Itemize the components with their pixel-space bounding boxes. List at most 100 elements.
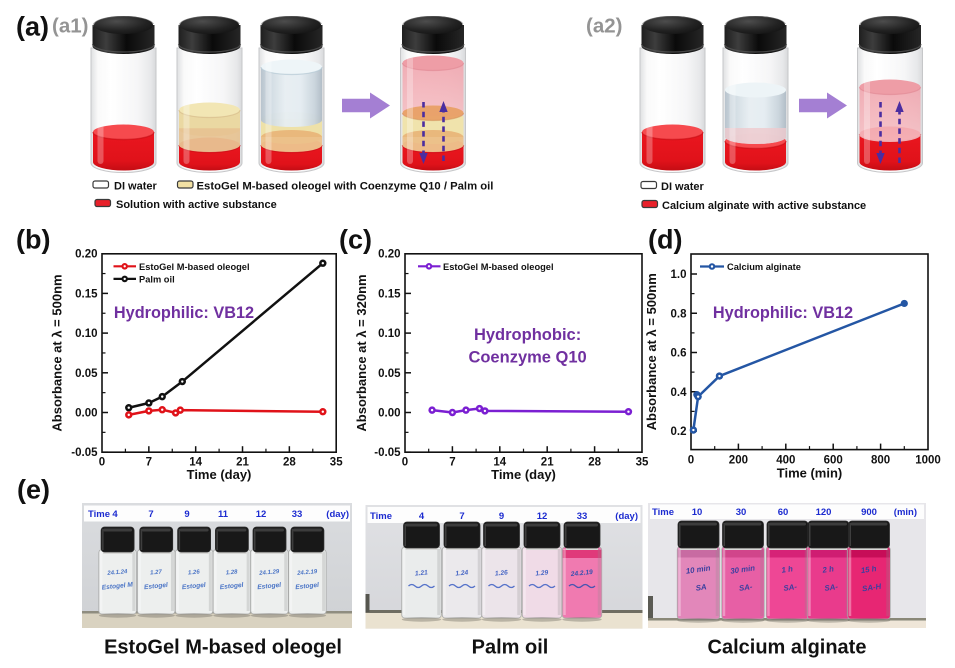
svg-text:60: 60	[778, 507, 789, 518]
svg-text:Calcium alginate with active s: Calcium alginate with active substance	[662, 200, 866, 212]
svg-text:Time (min): Time (min)	[777, 466, 843, 481]
svg-text:4: 4	[112, 509, 118, 520]
svg-text:0: 0	[688, 455, 694, 467]
svg-text:Estogel: Estogel	[182, 582, 207, 591]
svg-text:400: 400	[776, 455, 795, 467]
svg-text:120: 120	[816, 507, 832, 518]
svg-text:Absorbance at λ = 500nm: Absorbance at λ = 500nm	[50, 274, 65, 431]
svg-text:0.05: 0.05	[378, 368, 401, 380]
svg-text:EstoGel M-based oleogel with C: EstoGel M-based oleogel with Coenzyme Q1…	[197, 180, 494, 192]
svg-text:1.21: 1.21	[415, 569, 429, 577]
svg-text:7: 7	[459, 511, 464, 522]
svg-text:Calcium alginate: Calcium alginate	[727, 262, 801, 272]
svg-text:EstoGel M-based oleogel: EstoGel M-based oleogel	[139, 262, 250, 272]
svg-text:0.4: 0.4	[671, 387, 688, 399]
svg-text:DI water: DI water	[114, 180, 158, 192]
svg-text:0.10: 0.10	[75, 328, 97, 340]
svg-text:Solution with active substance: Solution with active substance	[116, 199, 277, 211]
svg-text:0: 0	[402, 457, 408, 469]
svg-text:7: 7	[449, 457, 455, 469]
svg-text:1.26: 1.26	[188, 569, 201, 576]
svg-text:Coenzyme Q10: Coenzyme Q10	[468, 348, 586, 366]
svg-text:30 min: 30 min	[730, 563, 756, 575]
svg-text:(d): (d)	[648, 225, 682, 255]
svg-text:10 min: 10 min	[685, 563, 711, 575]
svg-text:(c): (c)	[339, 225, 372, 255]
svg-text:4: 4	[419, 511, 425, 522]
svg-text:EstoGel M-based oleogel: EstoGel M-based oleogel	[104, 637, 342, 659]
svg-text:2 h: 2 h	[821, 564, 835, 575]
svg-text:EstoGel M-based oleogel: EstoGel M-based oleogel	[443, 262, 554, 272]
svg-text:-0.05: -0.05	[374, 447, 401, 459]
svg-text:0.20: 0.20	[378, 249, 400, 261]
svg-text:12: 12	[256, 509, 267, 520]
svg-text:0.2: 0.2	[671, 426, 687, 438]
svg-text:35: 35	[636, 457, 649, 469]
svg-text:24.2.19: 24.2.19	[296, 569, 318, 577]
svg-text:900: 900	[861, 507, 877, 518]
svg-text:28: 28	[588, 457, 601, 469]
svg-text:21: 21	[236, 457, 249, 469]
svg-text:Calcium alginate: Calcium alginate	[708, 637, 867, 659]
svg-text:Time: Time	[88, 509, 110, 520]
svg-text:1 h: 1 h	[781, 564, 794, 575]
svg-text:14: 14	[189, 457, 202, 469]
svg-text:11: 11	[218, 509, 229, 520]
svg-text:0.00: 0.00	[75, 408, 97, 420]
svg-text:Time (day): Time (day)	[187, 467, 252, 482]
svg-text:0.10: 0.10	[378, 328, 400, 340]
svg-text:35: 35	[330, 457, 343, 469]
svg-text:SA-: SA-	[738, 582, 753, 593]
svg-text:15 h: 15 h	[860, 564, 877, 575]
svg-text:Hydrophilic: VB12: Hydrophilic: VB12	[713, 304, 853, 322]
svg-text:12: 12	[537, 511, 548, 522]
svg-text:Time: Time	[370, 511, 392, 522]
svg-text:Estogel M: Estogel M	[101, 581, 133, 591]
svg-text:(min): (min)	[894, 507, 917, 518]
svg-text:9: 9	[184, 509, 189, 520]
svg-text:0.05: 0.05	[75, 368, 98, 380]
svg-text:Estogel: Estogel	[144, 582, 169, 591]
svg-text:0.6: 0.6	[671, 348, 687, 360]
svg-text:Time: Time	[652, 507, 674, 518]
svg-text:SA-: SA-	[824, 582, 839, 593]
svg-text:0: 0	[99, 457, 105, 469]
svg-text:200: 200	[729, 455, 748, 467]
svg-text:Hydrophilic: VB12: Hydrophilic: VB12	[114, 304, 254, 322]
svg-text:(a2): (a2)	[586, 15, 622, 38]
svg-text:Estogel: Estogel	[219, 582, 244, 591]
svg-text:24.2.19: 24.2.19	[570, 569, 594, 578]
svg-text:33: 33	[292, 509, 303, 520]
svg-text:30: 30	[736, 507, 747, 518]
svg-text:SA: SA	[695, 582, 707, 592]
svg-text:0.00: 0.00	[378, 408, 400, 420]
svg-text:24.1.29: 24.1.29	[258, 569, 280, 577]
svg-text:-0.05: -0.05	[71, 447, 98, 459]
svg-text:0.20: 0.20	[75, 249, 97, 261]
svg-text:(day): (day)	[615, 511, 638, 522]
svg-text:10: 10	[692, 507, 703, 518]
svg-text:(a): (a)	[16, 12, 49, 42]
svg-text:0.15: 0.15	[378, 288, 401, 300]
svg-text:800: 800	[871, 455, 890, 467]
svg-text:28: 28	[283, 457, 296, 469]
svg-text:(a1): (a1)	[52, 15, 88, 38]
svg-text:Estogel: Estogel	[257, 582, 282, 591]
svg-text:24.1.24: 24.1.24	[106, 569, 128, 577]
svg-text:SA-: SA-	[783, 582, 798, 593]
svg-text:1000: 1000	[915, 455, 941, 467]
svg-text:1.27: 1.27	[150, 569, 163, 576]
svg-text:(e): (e)	[17, 475, 50, 505]
svg-text:1.24: 1.24	[455, 569, 469, 577]
svg-text:33: 33	[577, 511, 588, 522]
svg-text:Palm oil: Palm oil	[472, 637, 549, 659]
svg-text:7: 7	[148, 509, 153, 520]
svg-text:0.8: 0.8	[671, 308, 688, 320]
svg-text:21: 21	[541, 457, 554, 469]
svg-text:9: 9	[499, 511, 504, 522]
svg-text:7: 7	[146, 457, 152, 469]
svg-text:600: 600	[824, 455, 843, 467]
svg-text:Hydrophobic:: Hydrophobic:	[474, 326, 581, 344]
svg-text:14: 14	[493, 457, 506, 469]
svg-text:Absorbance at λ = 500nm: Absorbance at λ = 500nm	[644, 273, 659, 430]
